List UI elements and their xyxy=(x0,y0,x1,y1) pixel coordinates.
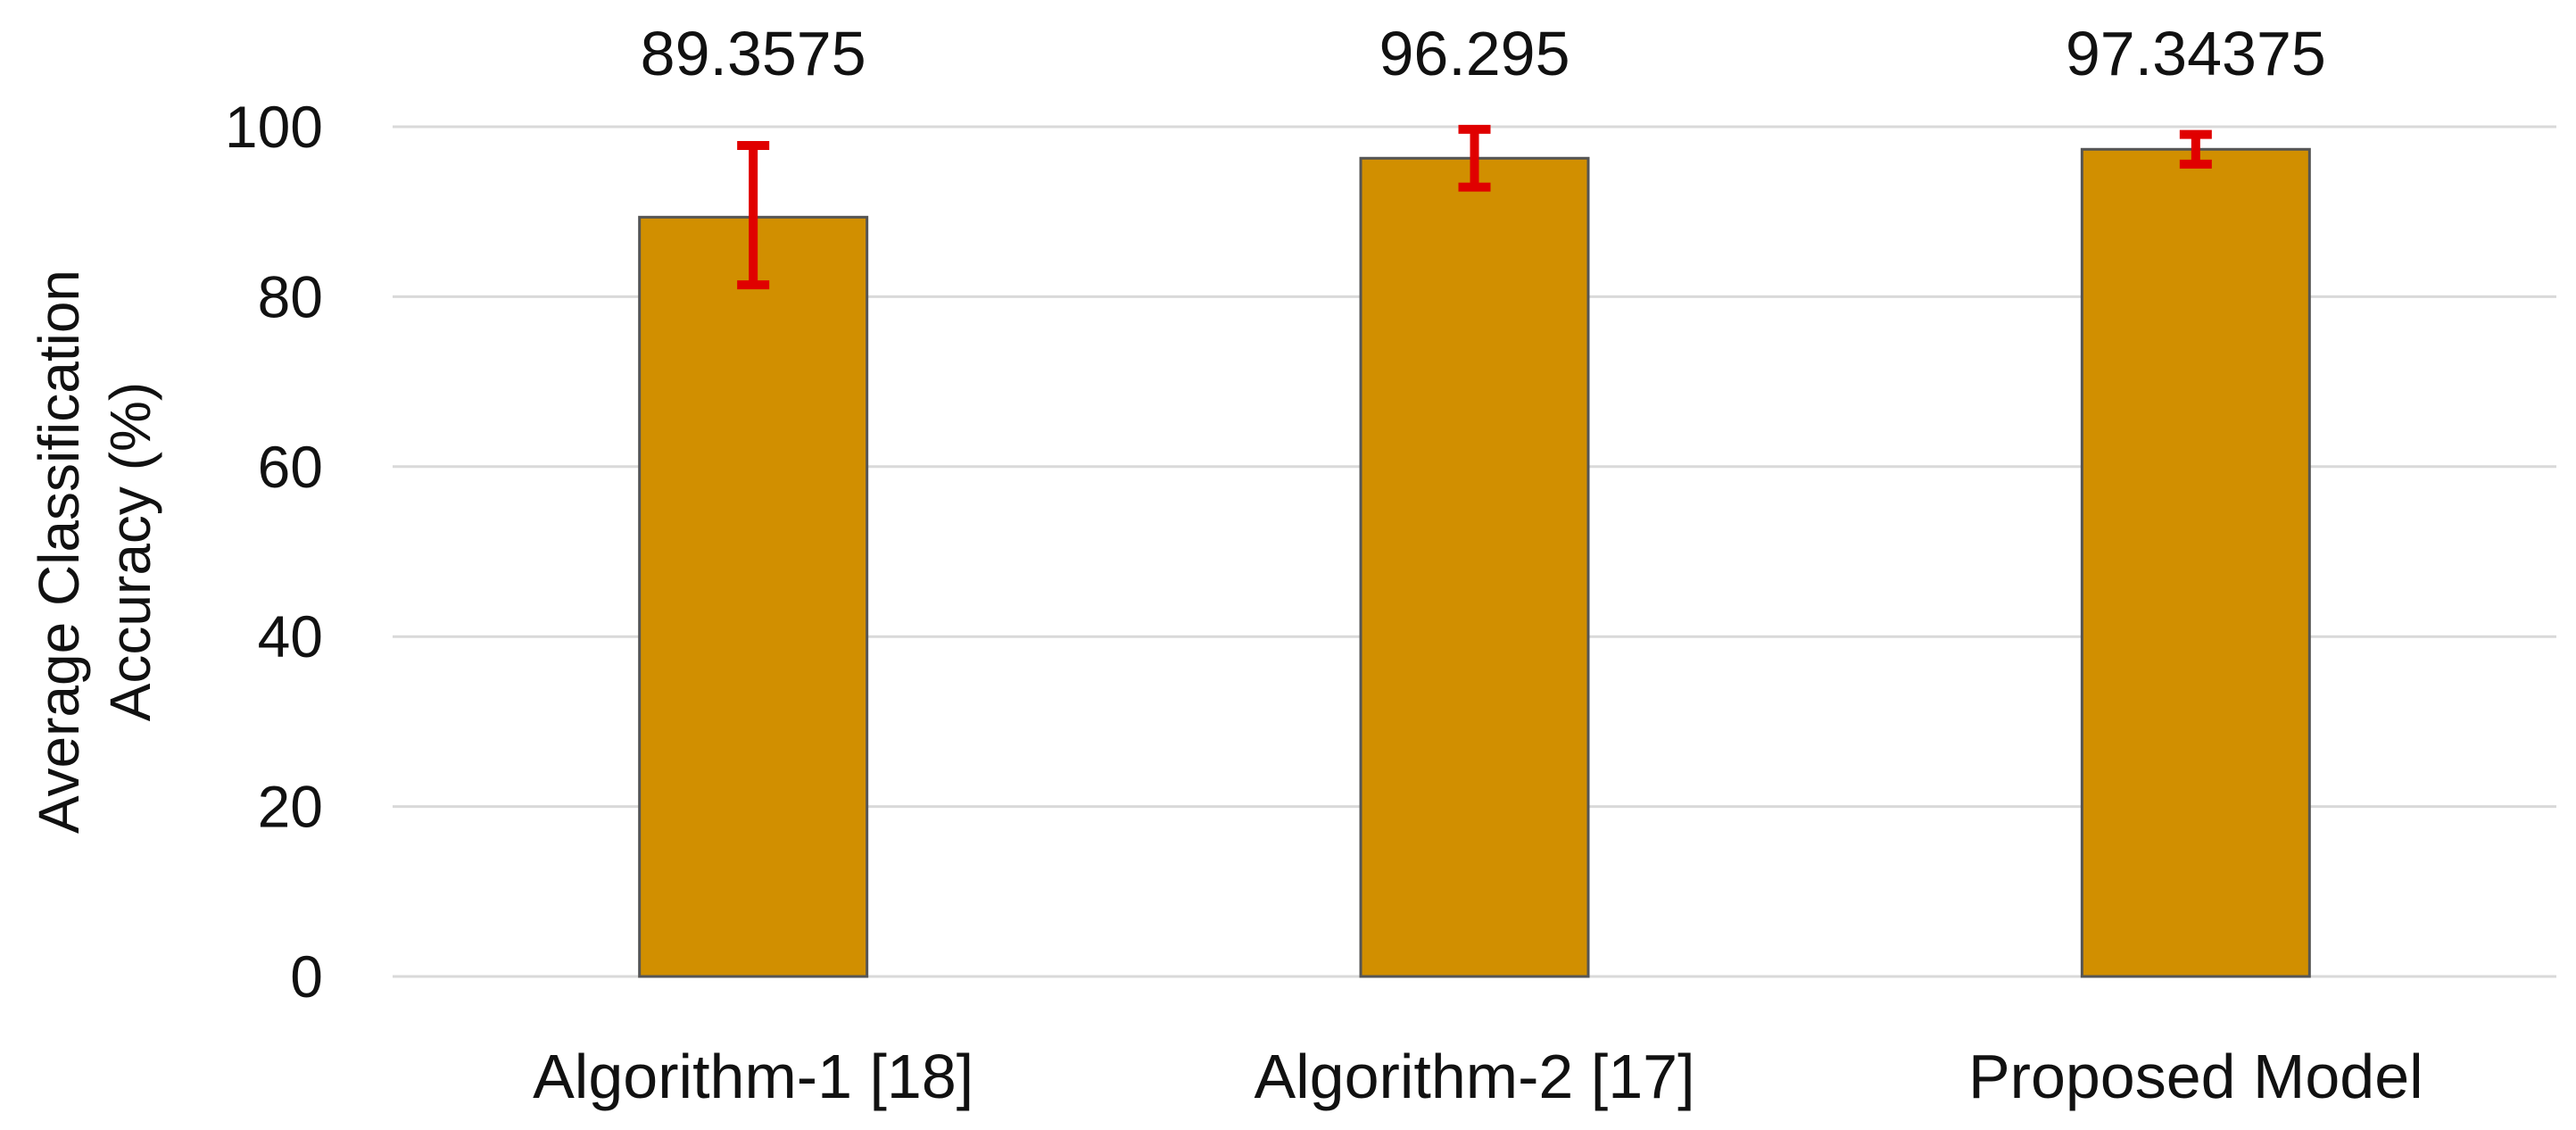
y-axis-title-line-1: Average Classification xyxy=(27,270,91,834)
x-tick-label: Algorithm-2 [17] xyxy=(1254,1042,1694,1111)
y-tick-label: 100 xyxy=(225,94,323,160)
y-axis-title: Average Classification Accuracy (%) xyxy=(27,270,162,834)
bar xyxy=(2080,147,2311,978)
error-bars xyxy=(737,124,2212,290)
error-bar xyxy=(2179,129,2212,169)
bar xyxy=(1359,156,1590,978)
y-tick-label: 40 xyxy=(258,603,323,669)
x-tick-label: Algorithm-1 [18] xyxy=(533,1042,973,1111)
error-bar xyxy=(737,140,770,290)
y-axis-title-line-2: Accuracy (%) xyxy=(98,382,162,722)
y-axis-ticks: 0 20 40 60 80 100 xyxy=(225,94,323,1010)
y-tick-label: 20 xyxy=(258,774,323,840)
x-tick-label: Proposed Model xyxy=(1968,1042,2423,1111)
data-labels: 89.3575 96.295 97.34375 xyxy=(641,19,2326,88)
data-label: 96.295 xyxy=(1379,19,1570,88)
y-tick-label: 0 xyxy=(290,943,323,1010)
error-bar xyxy=(1458,124,1491,192)
bar xyxy=(638,215,869,978)
y-tick-label: 60 xyxy=(258,434,323,500)
y-tick-label: 80 xyxy=(258,263,323,329)
data-label: 89.3575 xyxy=(641,19,866,88)
data-label: 97.34375 xyxy=(2066,19,2326,88)
x-axis-category-labels: Algorithm-1 [18] Algorithm-2 [17] Proposed… xyxy=(533,1042,2423,1111)
bars xyxy=(638,147,2311,978)
